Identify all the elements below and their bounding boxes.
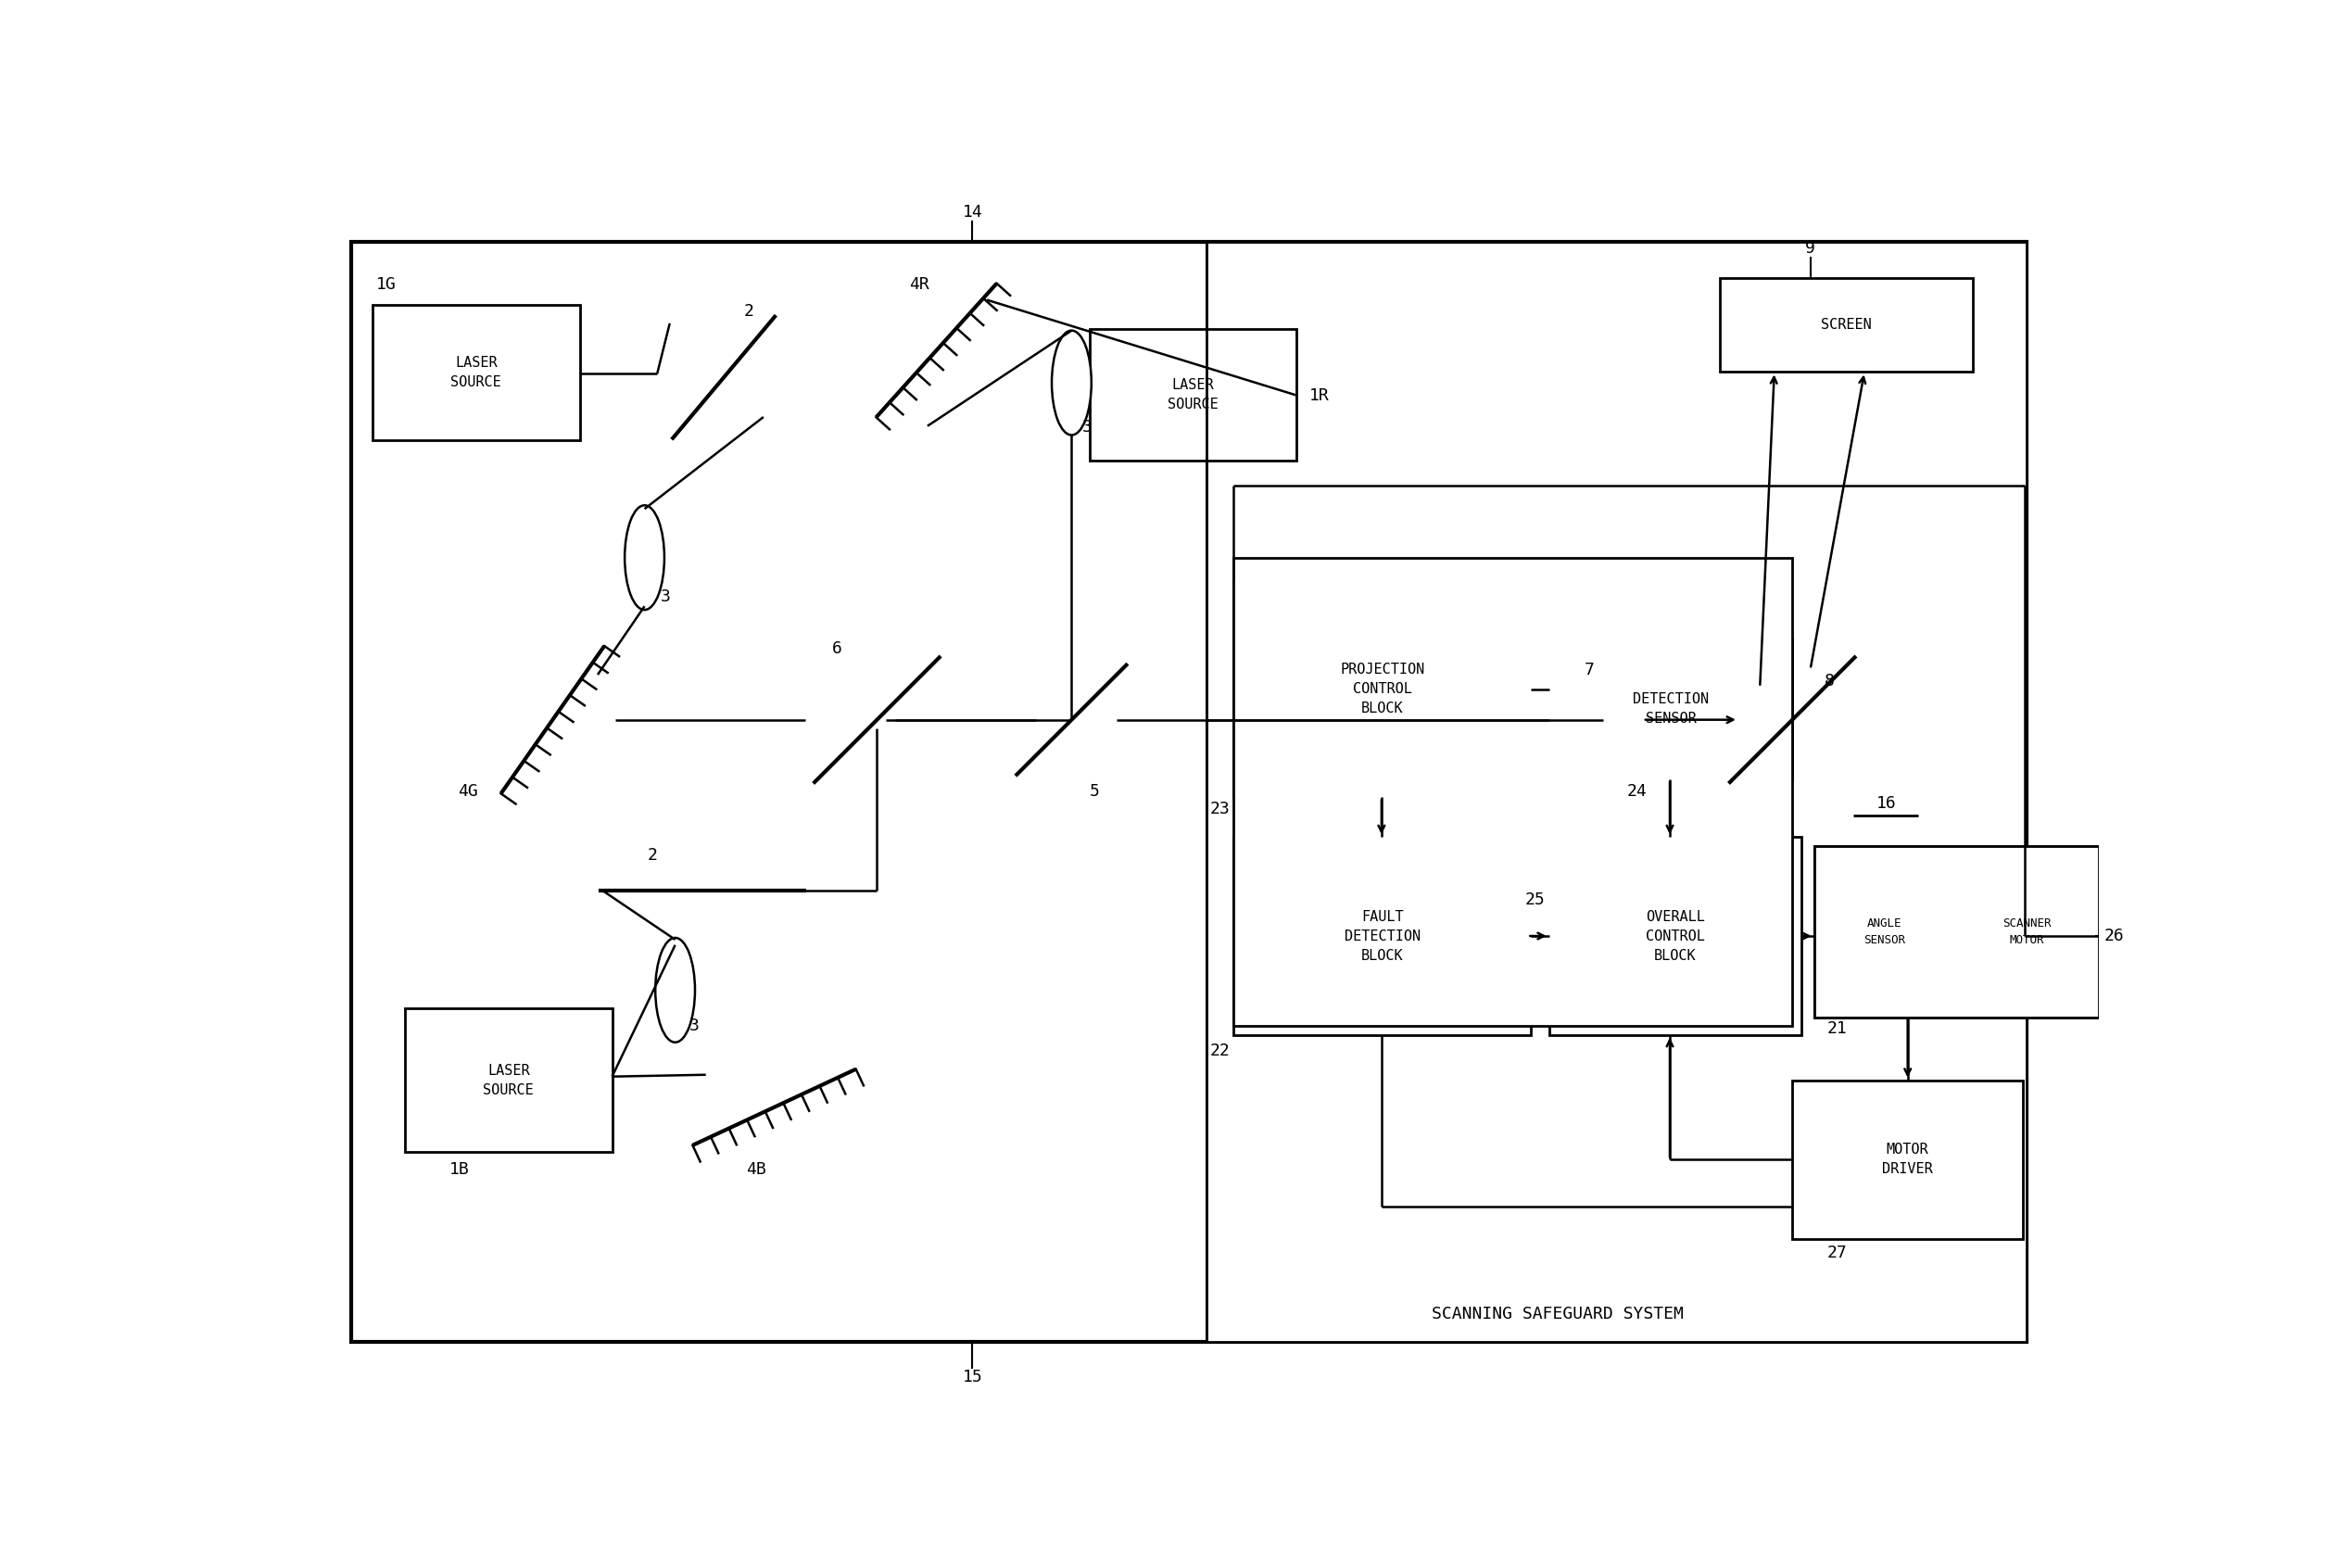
- Text: 24: 24: [1627, 782, 1648, 800]
- Text: ANGLE
SENSOR: ANGLE SENSOR: [1863, 917, 1905, 946]
- Text: MOTOR
DRIVER: MOTOR DRIVER: [1881, 1143, 1933, 1176]
- Bar: [1954, 845, 2099, 1018]
- Text: 15: 15: [963, 1369, 982, 1385]
- Text: 14: 14: [963, 204, 982, 221]
- Bar: [1814, 845, 1954, 1018]
- Bar: [1234, 837, 1531, 1035]
- Bar: [1549, 837, 1802, 1035]
- Ellipse shape: [1603, 668, 1643, 771]
- Text: 8: 8: [1825, 673, 1835, 688]
- Text: 22: 22: [1211, 1043, 1229, 1058]
- Text: 9: 9: [1804, 240, 1816, 257]
- Bar: [1792, 1080, 2024, 1239]
- Text: 5: 5: [1089, 782, 1101, 800]
- Text: 4B: 4B: [746, 1162, 767, 1178]
- Text: OVERALL
CONTROL
BLOCK: OVERALL CONTROL BLOCK: [1645, 909, 1704, 963]
- Text: LASER
SOURCE: LASER SOURCE: [451, 356, 502, 389]
- Text: 25: 25: [1526, 892, 1545, 908]
- Bar: [1234, 582, 1531, 797]
- Text: FAULT
DETECTION
BLOCK: FAULT DETECTION BLOCK: [1344, 909, 1421, 963]
- Text: 1B: 1B: [449, 1162, 470, 1178]
- Bar: [404, 1008, 612, 1152]
- Text: 26: 26: [2103, 928, 2124, 944]
- Text: 2: 2: [743, 303, 755, 320]
- Text: 1G: 1G: [376, 276, 397, 293]
- Text: 7: 7: [1584, 662, 1594, 679]
- Text: 3: 3: [689, 1018, 699, 1033]
- Text: PROJECTION
CONTROL
BLOCK: PROJECTION CONTROL BLOCK: [1339, 663, 1426, 715]
- Ellipse shape: [654, 938, 694, 1043]
- Bar: [1549, 638, 1792, 779]
- Bar: [1720, 278, 1972, 372]
- Text: SCANNER
MOTOR: SCANNER MOTOR: [2003, 917, 2052, 946]
- Text: SCREEN: SCREEN: [1821, 318, 1872, 332]
- Ellipse shape: [624, 505, 664, 610]
- Text: 1R: 1R: [1309, 387, 1330, 403]
- Text: 3: 3: [1082, 419, 1091, 436]
- Text: LASER
SOURCE: LASER SOURCE: [484, 1063, 533, 1098]
- Text: 2: 2: [647, 847, 657, 864]
- Text: 21: 21: [1828, 1021, 1849, 1038]
- Text: 3: 3: [661, 588, 671, 605]
- Text: SCANNING SAFEGUARD SYSTEM: SCANNING SAFEGUARD SYSTEM: [1433, 1306, 1685, 1323]
- Bar: [1089, 329, 1297, 461]
- Text: DETECTION
SENSOR: DETECTION SENSOR: [1634, 691, 1708, 726]
- Text: 23: 23: [1211, 801, 1229, 817]
- Bar: [372, 306, 580, 441]
- Bar: [1206, 241, 2026, 1342]
- Text: 16: 16: [1877, 795, 1895, 812]
- Text: 6: 6: [832, 640, 841, 657]
- Ellipse shape: [1052, 331, 1091, 434]
- Text: 4R: 4R: [909, 276, 930, 293]
- Bar: [1814, 845, 2099, 1018]
- Text: LASER
SOURCE: LASER SOURCE: [1168, 378, 1218, 411]
- Text: 4G: 4G: [458, 782, 479, 800]
- Bar: [1234, 558, 1792, 1025]
- Text: 27: 27: [1828, 1243, 1849, 1261]
